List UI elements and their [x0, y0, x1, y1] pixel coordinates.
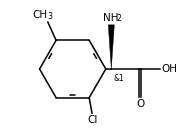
Text: CH: CH: [32, 10, 47, 20]
Text: OH: OH: [161, 64, 177, 74]
Polygon shape: [108, 25, 114, 69]
Text: 3: 3: [47, 12, 52, 21]
Text: Cl: Cl: [88, 115, 98, 125]
Text: O: O: [136, 99, 144, 109]
Text: NH: NH: [103, 13, 118, 23]
Text: 2: 2: [116, 14, 121, 23]
Text: &1: &1: [114, 74, 125, 83]
